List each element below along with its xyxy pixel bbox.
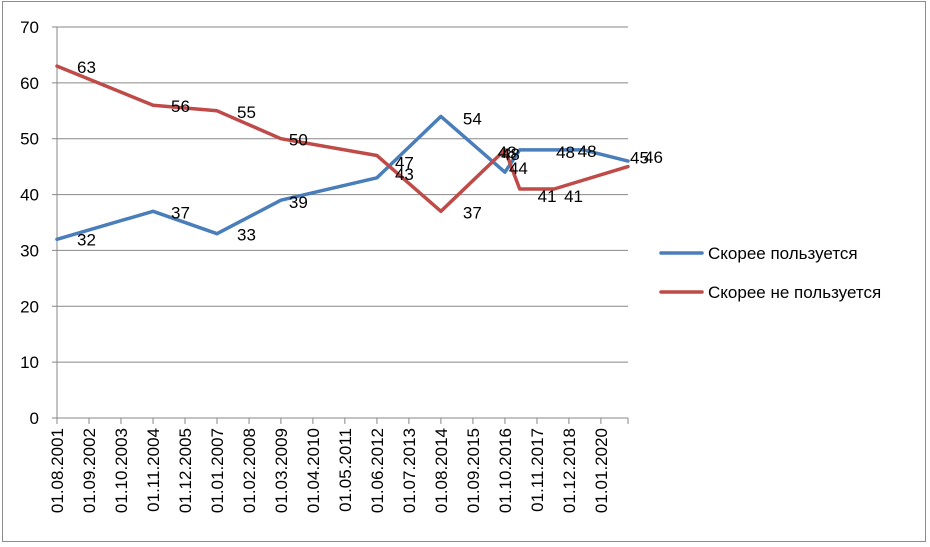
x-tick-label: 01.12.2005	[176, 428, 195, 513]
series-lines	[55, 64, 630, 242]
gridlines	[52, 26, 628, 419]
y-tick-label: 10	[20, 353, 39, 372]
y-tick-label: 40	[20, 186, 39, 205]
data-label: 47	[395, 153, 414, 172]
legend: Скорее пользуется Скорее не пользуется	[659, 244, 881, 302]
x-tick-label: 01.05.2011	[336, 428, 355, 512]
y-tick-label: 20	[20, 297, 39, 316]
x-tick-label: 01.07.2013	[400, 428, 419, 513]
y-tick-label: 70	[20, 18, 39, 37]
x-tick-label: 01.10.2016	[496, 428, 515, 513]
data-label: 48	[501, 145, 520, 164]
x-tick-label: 01.09.2002	[80, 428, 99, 513]
data-label: 41	[564, 187, 583, 206]
x-tick-label: 01.10.2003	[112, 428, 131, 513]
x-tick-label: 01.01.2020	[592, 428, 611, 513]
data-label: 43	[395, 165, 414, 184]
x-tick-label: 01.01.2007	[208, 428, 227, 513]
legend-label: Скорее не пользуется	[708, 283, 881, 302]
x-tick-label: 01.09.2015	[464, 428, 483, 513]
x-tick-label: 01.02.2008	[240, 428, 259, 513]
data-label: 32	[77, 230, 96, 249]
data-label: 56	[171, 97, 190, 116]
data-label: 63	[77, 58, 96, 77]
x-tick-label: 01.11.2017	[528, 428, 547, 512]
x-tick-label: 01.08.2001	[48, 428, 67, 513]
x-tick-label: 01.03.2009	[272, 428, 291, 513]
data-label: 48	[578, 142, 597, 161]
data-label: 33	[237, 226, 256, 245]
legend-label: Скорее пользуется	[708, 244, 858, 263]
data-label: 37	[463, 203, 482, 222]
y-tick-label: 50	[20, 130, 39, 149]
data-label: 37	[171, 203, 190, 222]
data-label: 45	[630, 149, 649, 168]
y-tick-label: 60	[20, 74, 39, 93]
x-tick-label: 01.04.2010	[304, 428, 323, 513]
data-label: 41	[538, 187, 557, 206]
data-label: 55	[237, 103, 256, 122]
data-label: 54	[463, 109, 482, 128]
data-label: 46	[644, 148, 663, 167]
data-label: 50	[289, 131, 308, 150]
series-line-skoree-ne-polzuetsya	[55, 64, 630, 214]
x-tick-label: 01.08.2014	[432, 428, 451, 513]
y-tick-label: 30	[20, 241, 39, 260]
data-label: 44	[509, 159, 528, 178]
x-tick-label: 01.12.2018	[560, 428, 579, 513]
axes: 0 10 20 30 40 50 60 70 01.08.2001 01.09.2002 01.10…	[20, 18, 629, 513]
data-label: 48	[498, 143, 517, 162]
x-tick-label: 01.11.2004	[144, 428, 163, 512]
data-label: 39	[289, 193, 308, 212]
data-label: 48	[556, 143, 575, 162]
series-line-skoree-polzuetsya	[55, 114, 630, 242]
x-tick-label: 01.06.2012	[368, 428, 387, 513]
y-tick-label: 0	[30, 409, 39, 428]
